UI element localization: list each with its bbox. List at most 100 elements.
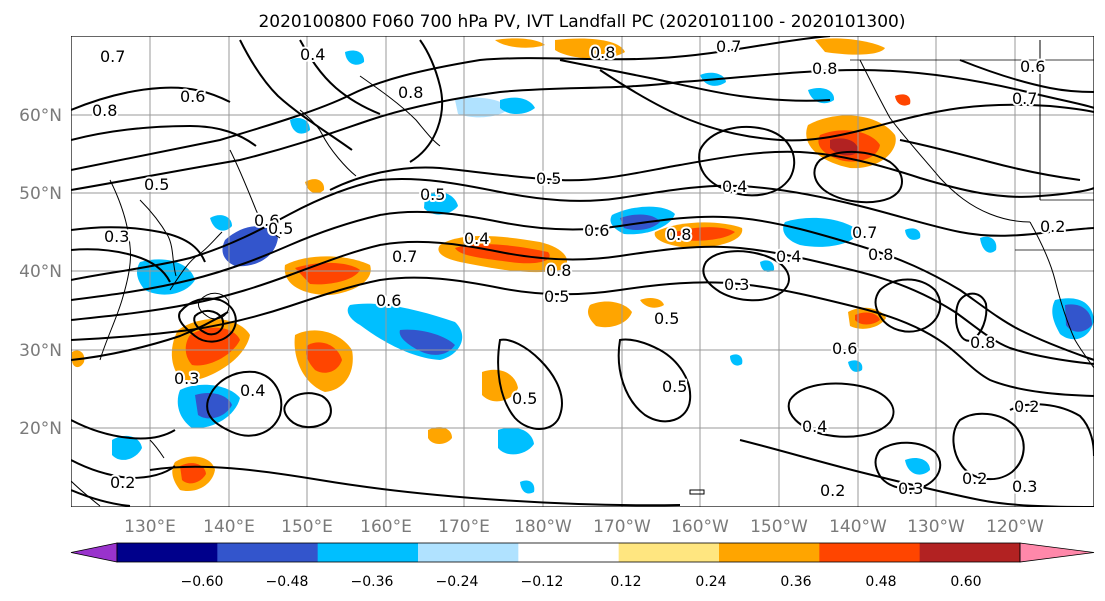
contour-label: 0.8 <box>590 43 615 62</box>
ivt-patch <box>180 463 206 484</box>
map-area: 0.7 0.4 0.8 0.7 0.8 0.6 0.8 0.6 0.7 0.5 … <box>71 36 1094 507</box>
contour-labels: 0.7 0.4 0.8 0.7 0.8 0.6 0.8 0.6 0.7 0.5 … <box>90 36 1067 502</box>
contour-label: 0.7 <box>716 37 741 56</box>
contour-label: 0.8 <box>868 245 893 264</box>
contour-label: 0.6 <box>832 339 857 358</box>
colorbar-tick: −0.60 <box>181 574 224 590</box>
contour-label: 0.3 <box>104 227 129 246</box>
ivt-patch <box>980 236 997 253</box>
colorbar-cell <box>418 543 519 562</box>
ivt-patch <box>1065 304 1092 332</box>
contour-label: 0.2 <box>110 473 135 492</box>
ivt-patch <box>345 50 365 65</box>
ivt-patch <box>290 118 310 134</box>
lat-label: 40°N <box>19 262 62 282</box>
contour-label: 0.7 <box>100 47 125 66</box>
colorbar-extend-min <box>70 542 118 563</box>
contour-label: 0.5 <box>544 287 569 306</box>
colorbar-tick: 0.12 <box>610 574 641 590</box>
lat-label: 20°N <box>19 419 62 439</box>
longitude-labels: 130°E 140°E 150°E 160°E 170°E 180°W 170°… <box>124 517 1044 537</box>
colorbar-cell <box>919 543 1021 562</box>
lon-label: 140°E <box>203 517 255 537</box>
colorbar-cells <box>70 542 1095 563</box>
contour-label: 0.8 <box>92 101 117 120</box>
ivt-patch <box>500 97 535 114</box>
ivt-patch <box>905 228 921 240</box>
ivt-patch <box>428 427 452 444</box>
lon-label: 170°E <box>438 517 490 537</box>
ivt-patch <box>640 297 664 308</box>
contour-label: 0.3 <box>724 275 749 294</box>
lon-label: 130°W <box>907 517 965 537</box>
contour-label: 0.3 <box>898 479 923 498</box>
ivt-patch <box>495 38 545 48</box>
contour-label: 0.4 <box>240 381 265 400</box>
contour-label: 0.8 <box>812 59 837 78</box>
ivt-patch <box>455 97 510 118</box>
ivt-patch <box>295 262 360 285</box>
colorbar-cell <box>317 543 419 562</box>
ivt-patch <box>399 329 455 355</box>
colorbar-cell <box>518 543 620 562</box>
lon-label: 160°W <box>671 517 729 537</box>
ivt-patch <box>588 301 632 328</box>
lon-label: 140°W <box>829 517 887 537</box>
ivt-patch <box>195 393 232 419</box>
contour-label: 0.6 <box>376 291 401 310</box>
colorbar-tick: −0.48 <box>266 574 309 590</box>
colorbar-tick-labels: −0.60 −0.48 −0.36 −0.24 −0.12 0.12 0.24 … <box>181 574 982 590</box>
lat-label: 50°N <box>19 184 62 204</box>
contour-label: 0.4 <box>300 45 325 64</box>
ivt-patch <box>895 94 911 106</box>
contour-label: 0.5 <box>512 389 537 408</box>
ivt-patch <box>905 458 930 475</box>
lat-label: 30°N <box>19 341 62 361</box>
lon-label: 160°E <box>360 517 412 537</box>
colorbar-cell <box>819 543 921 562</box>
contour-label: 0.4 <box>722 177 747 196</box>
colorbar-tick: 0.24 <box>695 574 726 590</box>
colorbar-tick: 0.60 <box>950 574 981 590</box>
contour-label: 0.6 <box>254 211 279 230</box>
contour-label: 0.7 <box>1012 89 1037 108</box>
contour-label: 0.5 <box>536 169 561 188</box>
contour-label: 0.6 <box>1020 57 1045 76</box>
contour-label: 0.6 <box>584 221 609 240</box>
colorbar-outline <box>116 542 1021 563</box>
colorbar-tick: 0.48 <box>865 574 896 590</box>
ivt-patch <box>305 179 325 194</box>
contour-label: 0.3 <box>1012 477 1037 496</box>
contour-label: 0.4 <box>464 229 489 248</box>
contour-label: 0.4 <box>776 247 801 266</box>
ivt-patch <box>815 38 885 55</box>
ivt-patch <box>855 312 880 325</box>
ivt-patch <box>675 227 735 241</box>
colorbar-cell <box>217 543 319 562</box>
ivt-patch <box>498 427 534 455</box>
colorbar-cell <box>117 543 218 562</box>
colorbar-tick: −0.36 <box>351 574 394 590</box>
colorbar-cell <box>719 543 820 562</box>
contour-label: 0.4 <box>802 417 827 436</box>
contour-label: 0.8 <box>546 261 571 280</box>
lon-label: 170°W <box>593 517 651 537</box>
contour-label: 0.8 <box>398 83 423 102</box>
colorbar-tick: 0.36 <box>780 574 811 590</box>
colorbar-tick: −0.12 <box>521 574 564 590</box>
contour-label: 0.5 <box>420 185 445 204</box>
ivt-patch <box>848 360 863 372</box>
lon-label: 130°E <box>124 517 176 537</box>
contour-label: 0.7 <box>852 223 877 242</box>
colorbar-extend-max <box>1019 542 1095 563</box>
colorbar-cell <box>618 543 720 562</box>
lon-label: 120°W <box>986 517 1044 537</box>
contour-label: 0.5 <box>144 175 169 194</box>
ivt-patch <box>210 215 232 231</box>
contour-label: 0.5 <box>268 219 293 238</box>
lon-label: 150°W <box>750 517 808 537</box>
contour-label: 0.5 <box>654 309 679 328</box>
colorbar-tick: −0.24 <box>436 574 479 590</box>
contour-label: 0.8 <box>970 333 995 352</box>
